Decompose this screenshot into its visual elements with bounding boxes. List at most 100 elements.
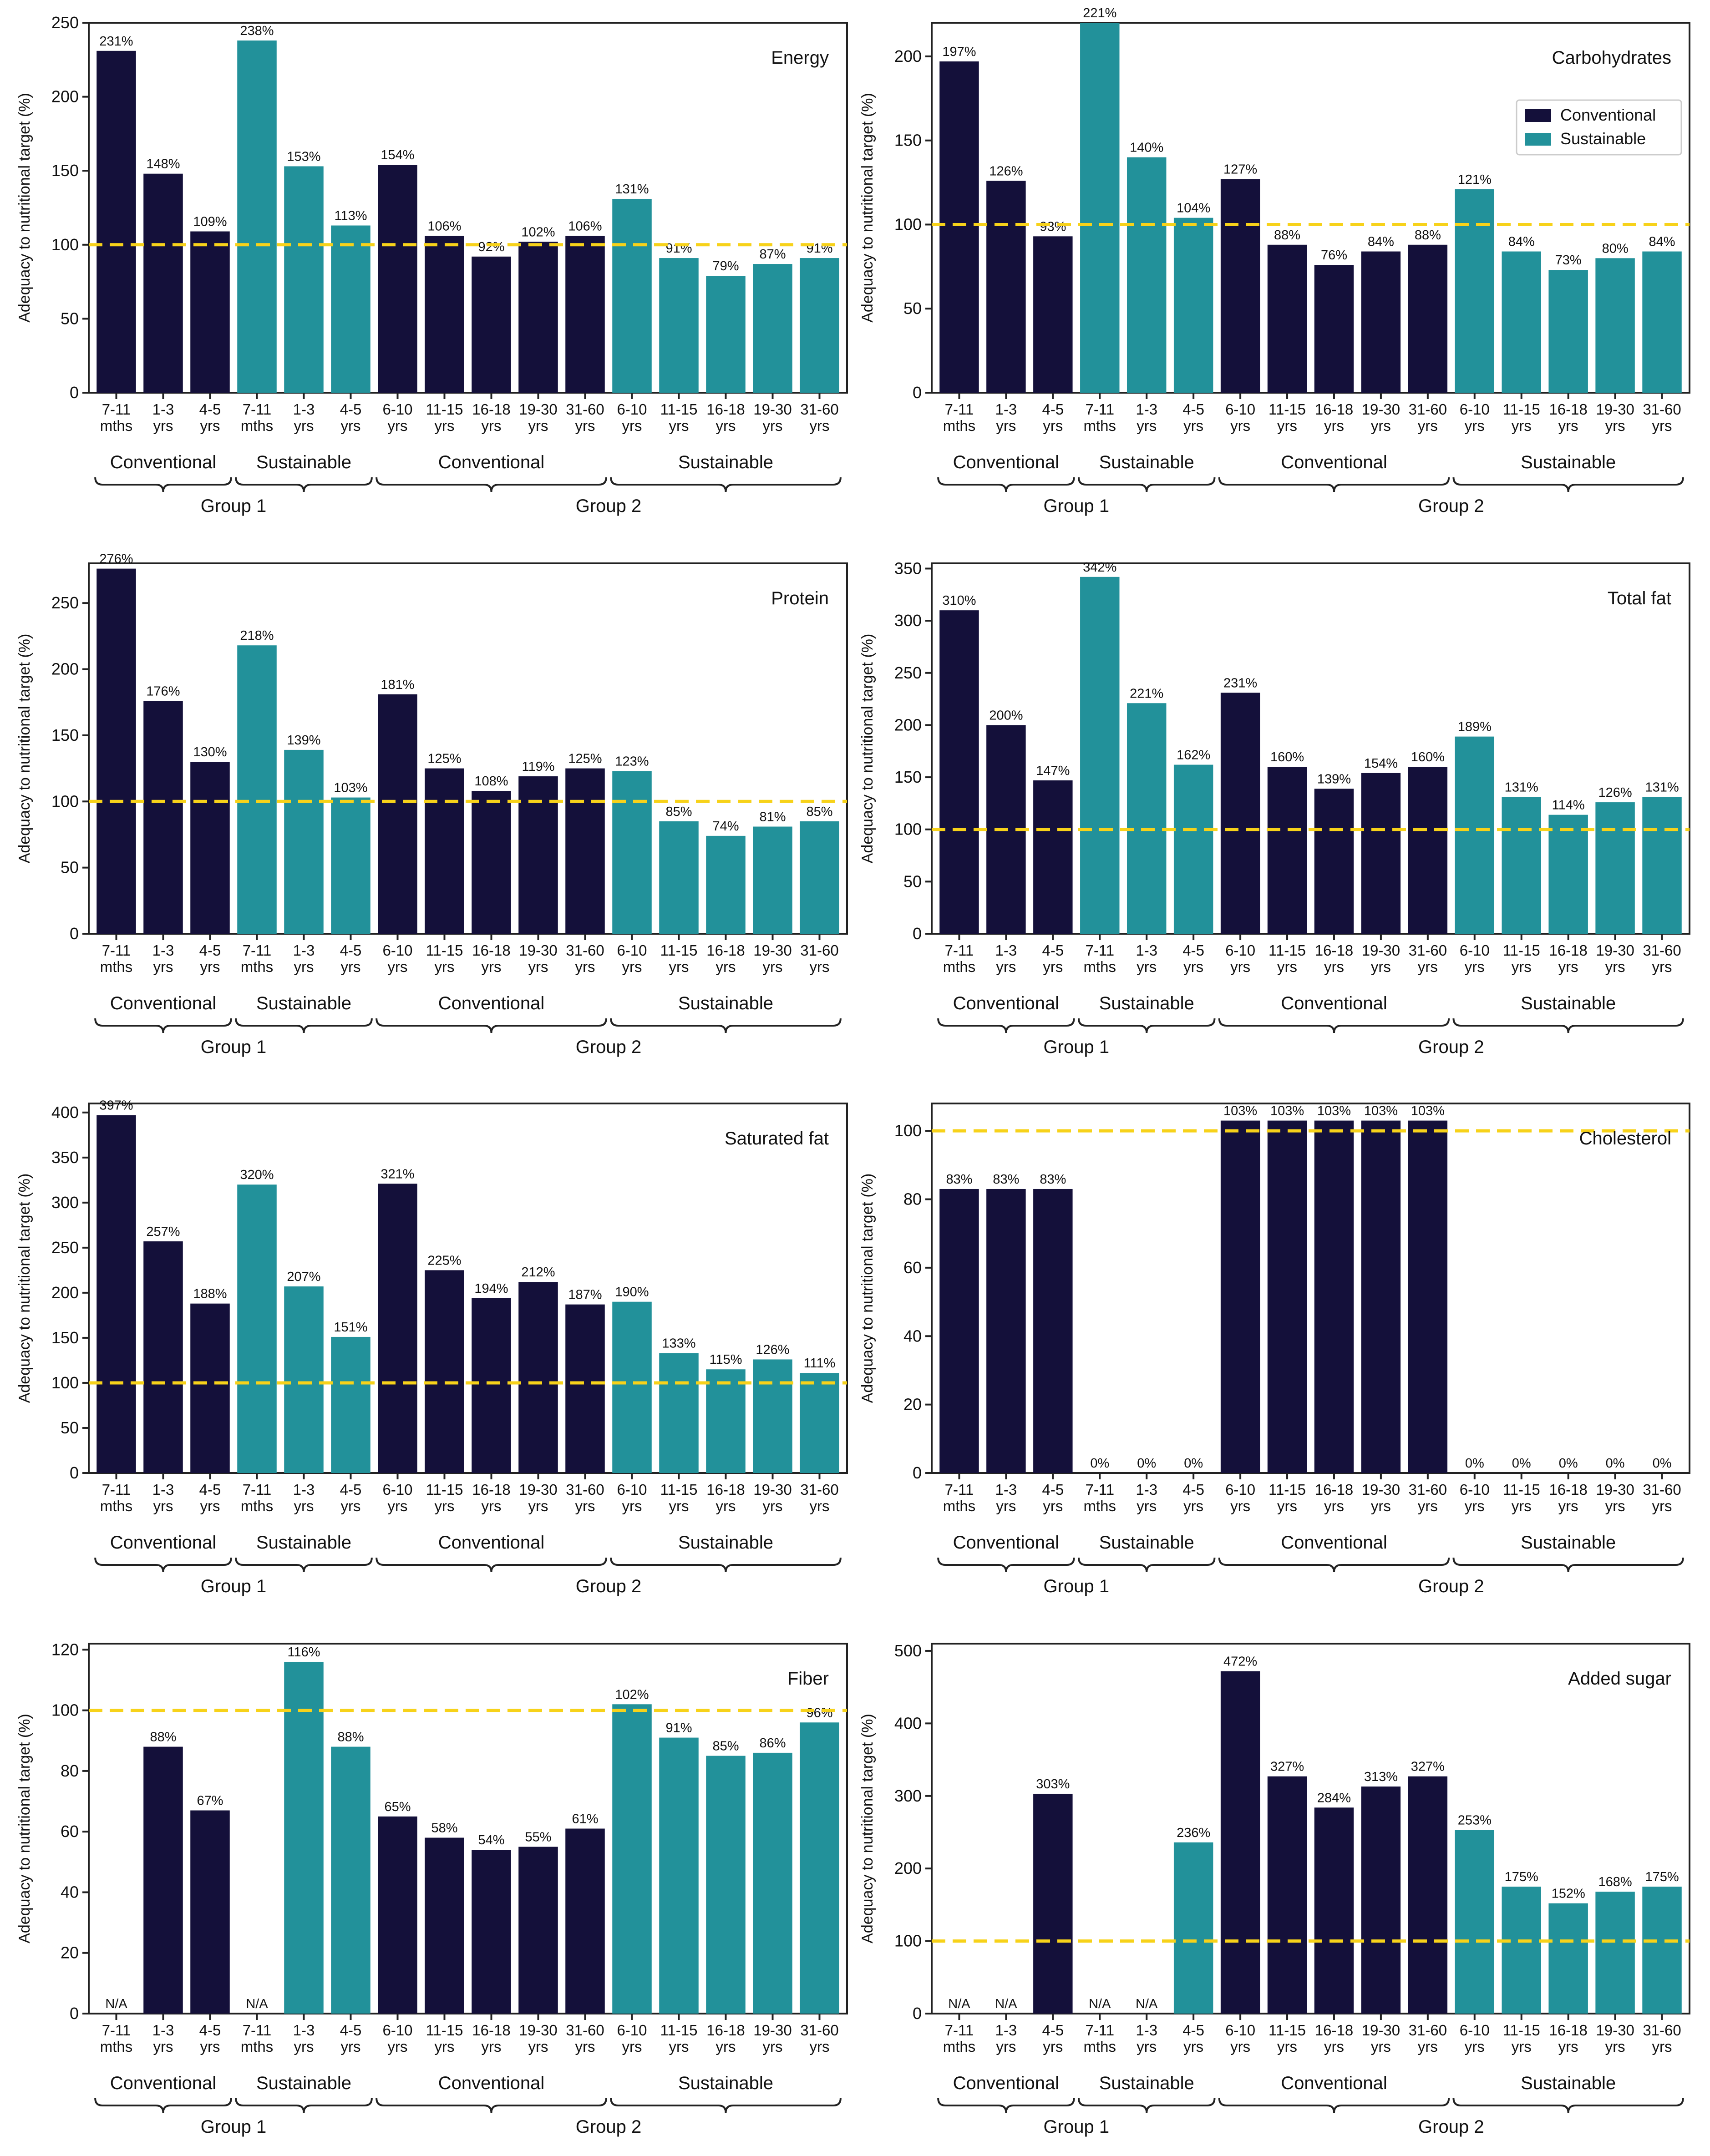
diet-group-label: Sustainable bbox=[1099, 1533, 1194, 1553]
diet-group-brace bbox=[1218, 1018, 1450, 1033]
bar-value-label: N/A bbox=[1089, 1997, 1111, 2011]
x-tick-label: mths bbox=[1084, 958, 1116, 975]
bar-value-label: 140% bbox=[1130, 141, 1163, 155]
diet-group-brace bbox=[937, 1557, 1075, 1573]
x-tick-label: 31-60 bbox=[1409, 2022, 1447, 2039]
y-tick-label: 100 bbox=[51, 1373, 79, 1392]
bar bbox=[518, 242, 558, 393]
bar-value-label: 190% bbox=[615, 1285, 649, 1300]
x-tick-label: 4-5 bbox=[340, 2022, 362, 2039]
bar-value-label: 106% bbox=[568, 219, 602, 233]
diet-group-label: Sustainable bbox=[1521, 2073, 1616, 2093]
bar-value-label: 103% bbox=[1223, 1104, 1257, 1118]
bar bbox=[378, 1816, 417, 2014]
x-tick-label: yrs bbox=[622, 417, 642, 434]
x-tick-label: yrs bbox=[763, 2038, 783, 2055]
x-tick-label: 4-5 bbox=[199, 1481, 221, 1498]
x-tick-label: 1-3 bbox=[995, 1481, 1017, 1498]
legend: Conventional Sustainable bbox=[1516, 99, 1682, 156]
x-tick-label: yrs bbox=[622, 2038, 642, 2055]
bar-value-label: 176% bbox=[146, 684, 180, 698]
x-tick-label: 31-60 bbox=[566, 942, 604, 959]
bar-value-label: 187% bbox=[568, 1288, 602, 1302]
x-tick-label: 31-60 bbox=[1643, 1481, 1681, 1498]
age-group-label: Group 2 bbox=[1418, 2117, 1484, 2137]
y-tick-label: 200 bbox=[51, 660, 79, 678]
bar-value-label: 55% bbox=[525, 1830, 551, 1844]
bar-value-label: 88% bbox=[337, 1730, 364, 1745]
legend-box bbox=[1516, 99, 1682, 156]
x-tick-label: yrs bbox=[1324, 958, 1344, 975]
bar-value-label: 83% bbox=[1040, 1172, 1066, 1187]
y-tick-label: 0 bbox=[913, 383, 922, 402]
bar bbox=[753, 1752, 792, 2014]
bar-value-label: 151% bbox=[334, 1320, 367, 1335]
diet-group-label: Sustainable bbox=[1521, 993, 1616, 1013]
x-tick-label: yrs bbox=[482, 2038, 502, 2055]
x-tick-label: 16-18 bbox=[472, 401, 510, 418]
x-tick-label: yrs bbox=[1512, 2038, 1532, 2055]
y-tick-label: 150 bbox=[894, 131, 922, 150]
x-tick-label: yrs bbox=[1183, 958, 1203, 975]
age-group-label: Group 2 bbox=[1418, 1576, 1484, 1596]
y-tick-label: 100 bbox=[894, 1121, 922, 1140]
x-tick-label: yrs bbox=[294, 2038, 314, 2055]
age-group-label: Group 2 bbox=[576, 2117, 642, 2137]
x-tick-label: yrs bbox=[575, 417, 595, 434]
x-tick-label: 1-3 bbox=[293, 942, 315, 959]
bar-value-label: 91% bbox=[665, 1721, 692, 1736]
age-group-label: Group 1 bbox=[1044, 1037, 1110, 1057]
x-tick-label: 6-10 bbox=[1460, 401, 1490, 418]
x-tick-label: 31-60 bbox=[1409, 401, 1447, 418]
bar-value-label: 231% bbox=[1223, 676, 1257, 690]
bar-value-label: 131% bbox=[1645, 780, 1679, 795]
x-tick-label: 31-60 bbox=[1643, 2022, 1681, 2039]
y-tick-label: 500 bbox=[894, 1641, 922, 1660]
bar-value-label: 231% bbox=[99, 34, 133, 49]
x-tick-label: 7-11 bbox=[243, 2022, 272, 2039]
bar bbox=[1548, 815, 1588, 934]
diet-group-brace bbox=[94, 477, 232, 492]
bar bbox=[986, 181, 1026, 393]
bar-value-label: 54% bbox=[478, 1833, 504, 1847]
bar bbox=[1033, 1793, 1073, 2014]
x-tick-label: mths bbox=[241, 1498, 274, 1514]
x-tick-label: 31-60 bbox=[800, 401, 838, 418]
x-tick-label: mths bbox=[241, 417, 274, 434]
x-tick-label: yrs bbox=[153, 417, 173, 434]
diet-group-brace bbox=[235, 1557, 373, 1573]
bar bbox=[190, 762, 230, 934]
x-tick-label: yrs bbox=[669, 417, 689, 434]
x-tick-label: 4-5 bbox=[340, 401, 362, 418]
x-tick-label: 6-10 bbox=[617, 1481, 647, 1498]
x-tick-label: 11-15 bbox=[1503, 401, 1540, 418]
bar bbox=[472, 256, 511, 393]
diet-group-brace bbox=[235, 2098, 373, 2113]
x-tick-label: 16-18 bbox=[706, 2022, 745, 2039]
diet-group-label: Conventional bbox=[1281, 1533, 1387, 1553]
x-tick-label: 19-30 bbox=[753, 401, 792, 418]
diet-group-brace bbox=[375, 1018, 607, 1033]
bar-value-label: 73% bbox=[1555, 253, 1582, 268]
x-tick-label: 11-15 bbox=[1269, 1481, 1306, 1498]
x-tick-label: yrs bbox=[341, 1498, 361, 1514]
diet-group-label: Conventional bbox=[438, 2073, 545, 2093]
x-tick-label: yrs bbox=[1230, 1498, 1250, 1514]
chart-cholesterol: 0 20 40 60 80 100 Adequacy to nutritional targ… bbox=[859, 1103, 1690, 1596]
x-tick-label: yrs bbox=[810, 958, 830, 975]
bar-value-label: 154% bbox=[381, 148, 414, 162]
y-tick-label: 200 bbox=[894, 47, 922, 66]
y-tick-label: 100 bbox=[894, 820, 922, 839]
bar bbox=[1361, 773, 1401, 934]
bar-value-label: 92% bbox=[478, 240, 504, 254]
diet-group-brace bbox=[1077, 1557, 1216, 1573]
bar-value-label: 88% bbox=[1415, 228, 1441, 243]
x-tick-label: 31-60 bbox=[1409, 1481, 1447, 1498]
x-tick-label: 1-3 bbox=[1136, 401, 1157, 418]
bar-value-label: 93% bbox=[1040, 219, 1066, 234]
bar bbox=[1548, 270, 1588, 393]
bar-value-label: 0% bbox=[1184, 1456, 1203, 1471]
x-tick-label: 1-3 bbox=[1136, 1481, 1157, 1498]
x-tick-label: 16-18 bbox=[472, 2022, 510, 2039]
y-tick-label: 100 bbox=[51, 235, 79, 254]
